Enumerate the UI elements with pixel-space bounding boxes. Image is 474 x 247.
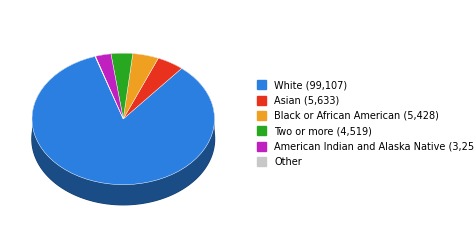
Polygon shape — [123, 58, 158, 139]
Polygon shape — [123, 68, 182, 139]
Polygon shape — [111, 54, 123, 139]
Polygon shape — [111, 53, 133, 119]
Legend: White (99,107), Asian (5,633), Black or African American (5,428), Two or more (4: White (99,107), Asian (5,633), Black or … — [254, 77, 474, 170]
Polygon shape — [95, 56, 123, 119]
Polygon shape — [123, 54, 133, 139]
Polygon shape — [32, 120, 215, 205]
Polygon shape — [123, 54, 158, 119]
Polygon shape — [95, 56, 123, 139]
Polygon shape — [123, 58, 182, 119]
Polygon shape — [158, 58, 182, 88]
Polygon shape — [133, 54, 158, 78]
Polygon shape — [32, 56, 215, 205]
Polygon shape — [111, 53, 133, 74]
Polygon shape — [111, 53, 133, 119]
Polygon shape — [32, 73, 215, 205]
Polygon shape — [95, 54, 123, 119]
Polygon shape — [95, 56, 123, 119]
Polygon shape — [95, 54, 123, 119]
Polygon shape — [95, 56, 123, 139]
Polygon shape — [32, 56, 215, 185]
Polygon shape — [123, 58, 182, 119]
Polygon shape — [95, 54, 111, 76]
Polygon shape — [32, 56, 215, 185]
Polygon shape — [123, 54, 158, 119]
